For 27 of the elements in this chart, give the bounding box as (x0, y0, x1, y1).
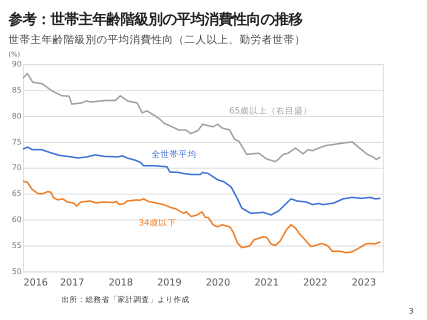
y-tick-label: 70 (12, 163, 22, 172)
y-tick-label: 80 (12, 111, 22, 120)
y-tick-label: 75 (12, 137, 22, 146)
x-tick-label: 2019 (157, 277, 182, 288)
series-label: 65歳以上（右目盛） (229, 105, 312, 116)
x-tick-label: 2017 (60, 277, 84, 288)
x-tick-label: 2020 (206, 277, 230, 288)
x-tick-label: 2021 (254, 277, 279, 288)
y-tick-label: 55 (12, 240, 22, 250)
series-label: 34歳以下 (138, 218, 177, 229)
y-tick-label: 50 (12, 266, 22, 276)
chart-title: 参考：世帯主年齢階級別の平均消費性向の推移 (8, 10, 303, 28)
x-tick-label: 2023 (352, 277, 376, 288)
text: 出所：総務省「家計調査」より作成 (61, 295, 190, 304)
chart-subtitle: 世帯主年齢階級別の平均消費性向（二人以上、勤労者世帯） (8, 33, 306, 46)
series-label: 全世帯平均 (151, 149, 196, 160)
text: 3 (408, 306, 414, 316)
line-series (22, 180, 382, 254)
x-tick-label: 2018 (108, 277, 133, 288)
x-tick-label: 2022 (303, 277, 328, 288)
line-series (22, 146, 382, 216)
y-tick-label: 85 (12, 85, 22, 94)
y-tick-label: 90 (12, 60, 22, 69)
x-tick-label: 2016 (24, 277, 48, 288)
y-tick-label: 60 (12, 215, 22, 224)
y-tick-label: 65 (12, 189, 22, 198)
line-series (22, 72, 382, 162)
